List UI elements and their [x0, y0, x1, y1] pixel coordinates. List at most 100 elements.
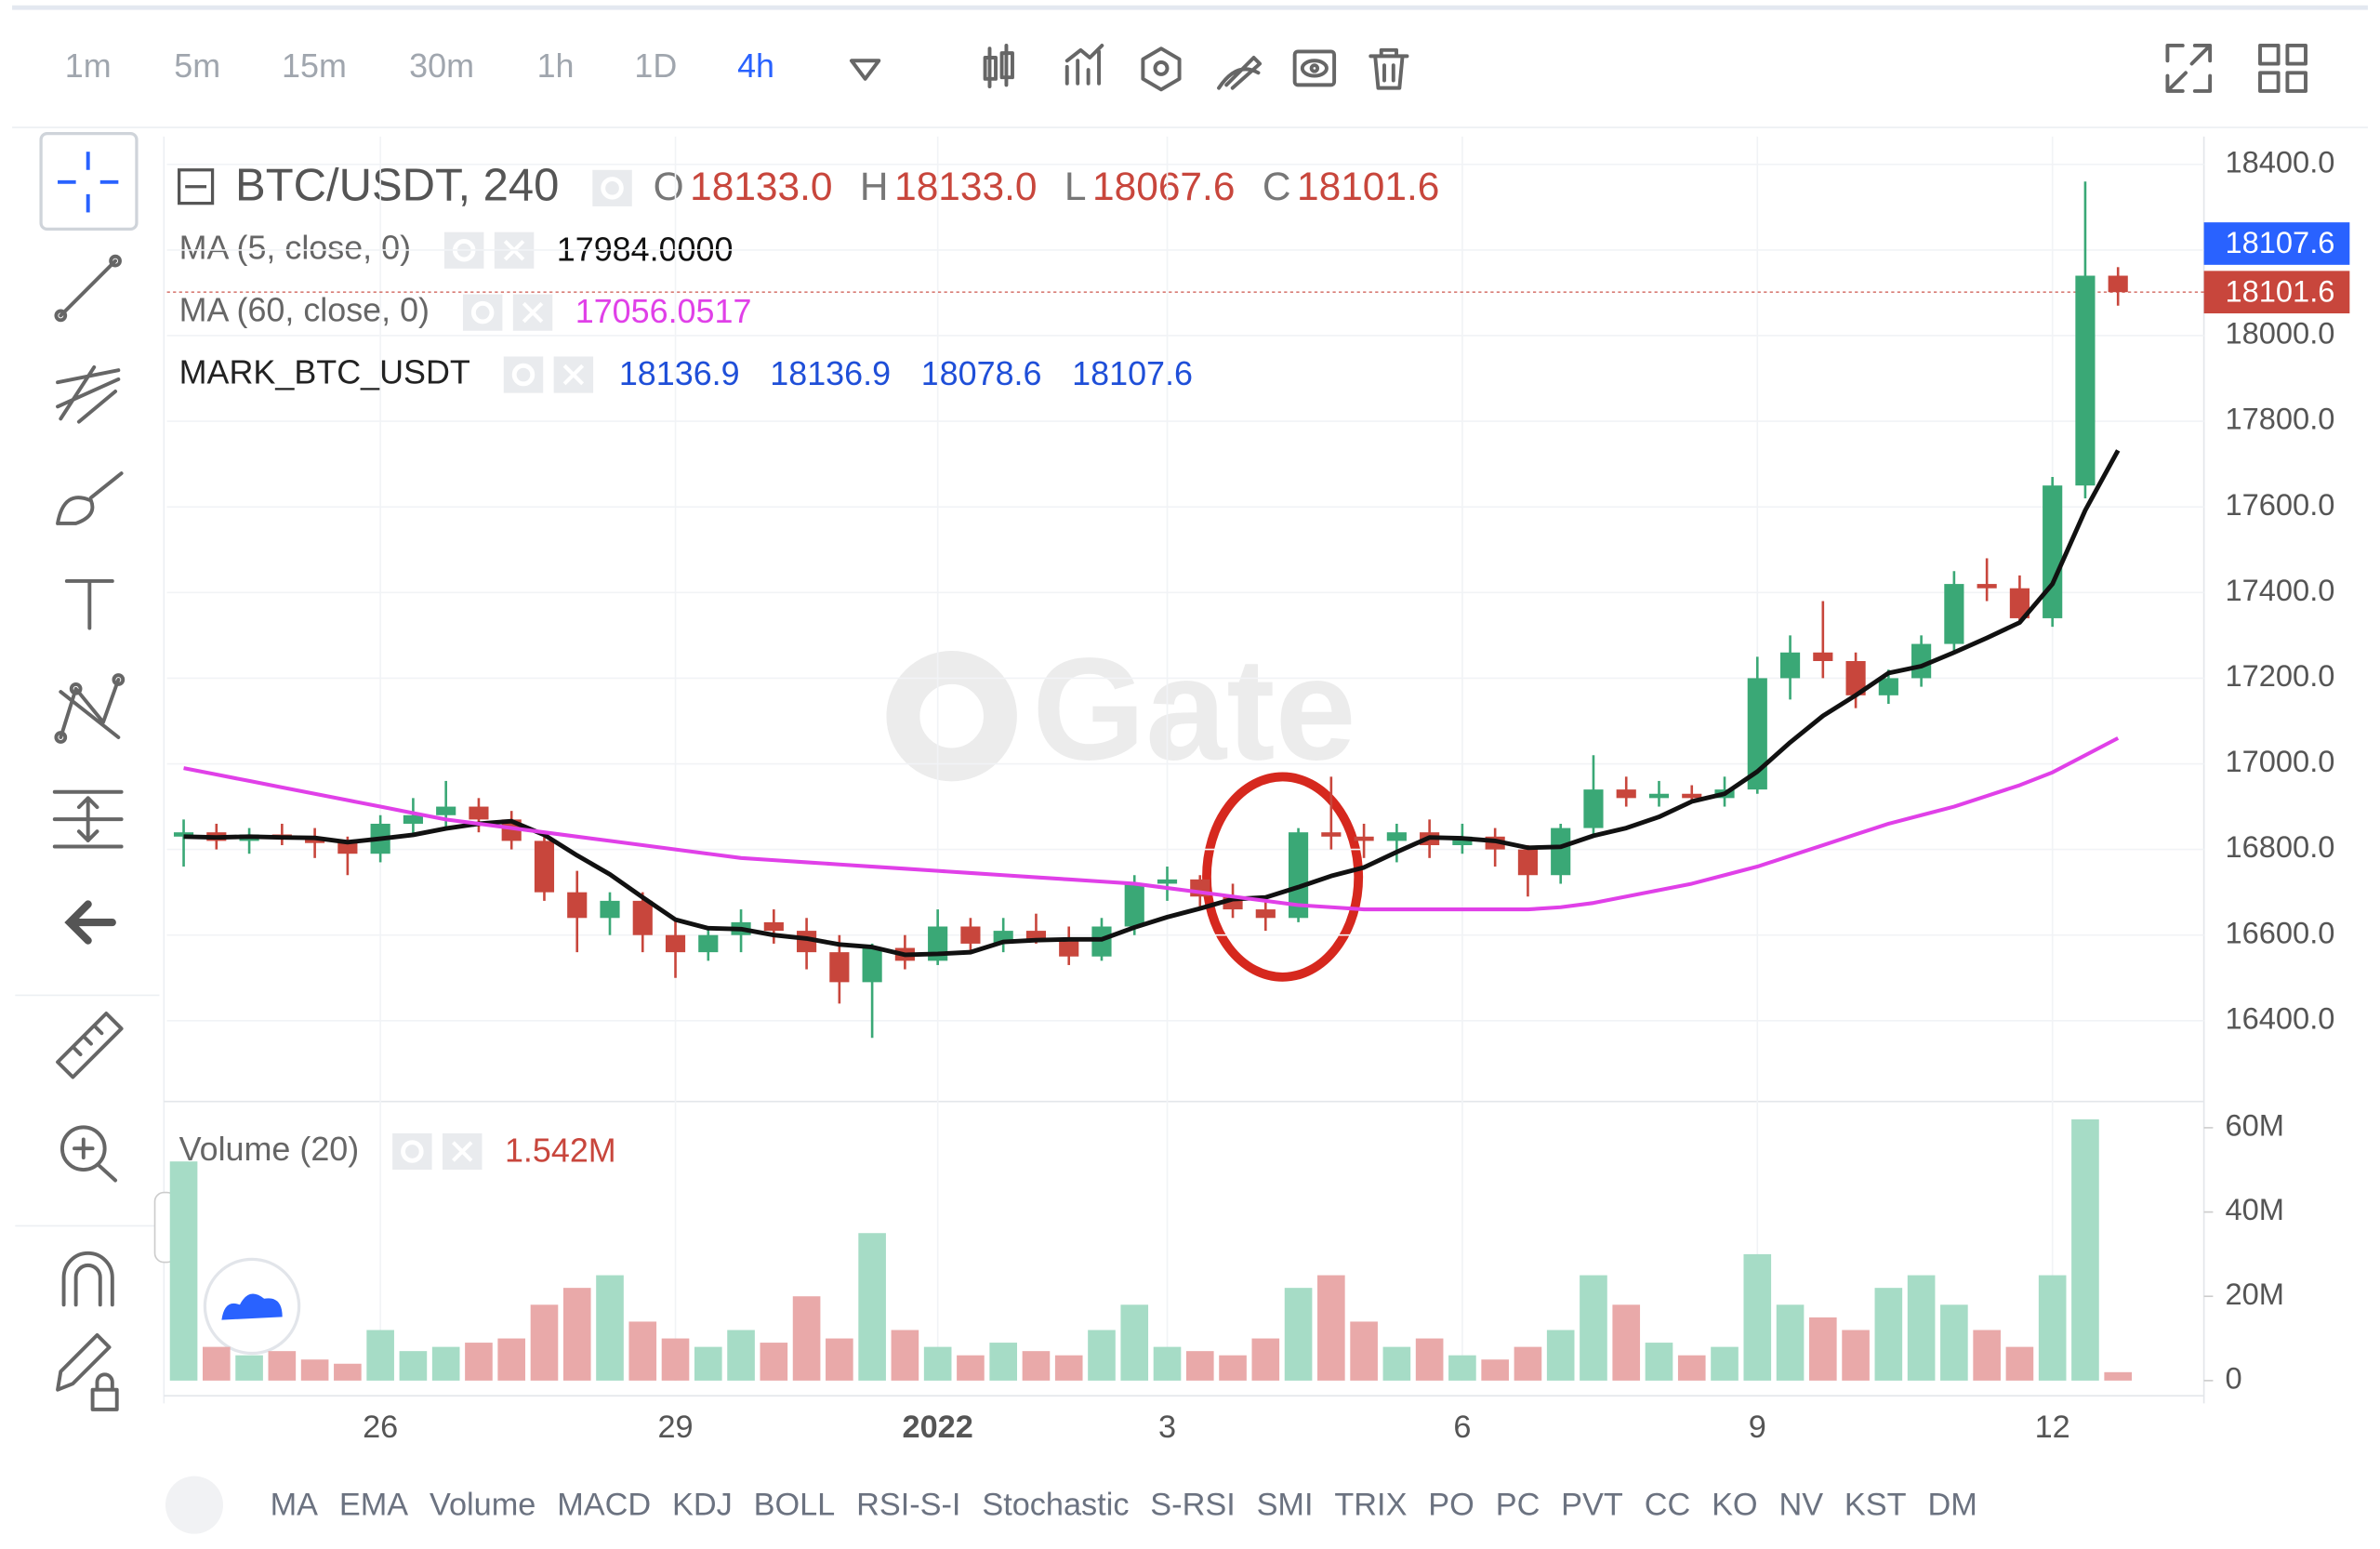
indicator-button[interactable]: DM — [1927, 1487, 1977, 1522]
pitchfork-tool[interactable] — [56, 364, 121, 424]
candle-body — [1255, 909, 1276, 919]
delete-icon[interactable] — [1368, 47, 1409, 90]
volume-bar — [858, 1233, 886, 1381]
candle-body — [1616, 789, 1636, 799]
indicator-button[interactable]: Volume — [430, 1487, 536, 1522]
ohlc-key: L — [1064, 165, 1087, 208]
volume-bar — [1711, 1346, 1739, 1381]
volume-bar — [1546, 1330, 1575, 1381]
indicator-button[interactable]: PVT — [1561, 1487, 1623, 1522]
indicator-button[interactable]: KO — [1712, 1487, 1758, 1522]
collapse-tool[interactable] — [64, 900, 116, 945]
remove-glyph — [522, 301, 544, 324]
indicator-scroll[interactable] — [165, 1476, 223, 1534]
candle-body — [1551, 827, 1571, 876]
indicator-button[interactable]: NV — [1778, 1487, 1823, 1522]
mark-value: 18078.6 — [921, 355, 1042, 392]
lock-draw-tool[interactable] — [56, 1332, 119, 1411]
brush-tool[interactable] — [56, 471, 124, 525]
volume-bar — [1743, 1253, 1772, 1381]
volume-bar — [1645, 1343, 1673, 1381]
ruler-tool[interactable] — [56, 1012, 124, 1079]
volume-bar — [1677, 1355, 1706, 1381]
fullscreen-icon[interactable] — [2165, 43, 2213, 93]
interval-button[interactable]: 1D — [634, 47, 677, 85]
magnet-tool[interactable] — [61, 1251, 114, 1307]
candle-body — [632, 900, 653, 935]
volume-bar — [2071, 1119, 2099, 1381]
candle-body — [1878, 678, 1898, 695]
volume-bar — [694, 1346, 722, 1381]
y-tick-label: 16600.0 — [2225, 915, 2334, 949]
indicator-button[interactable]: KDJ — [672, 1487, 733, 1522]
visibility-icon[interactable] — [1292, 49, 1337, 87]
trendline-tool[interactable] — [54, 254, 122, 323]
interval-button[interactable]: 15m — [282, 47, 347, 85]
zoom-tool[interactable] — [60, 1125, 118, 1183]
indicator-button[interactable]: KST — [1844, 1487, 1907, 1522]
y-tick-label: 60M — [2225, 1108, 2283, 1143]
y-tick-label: 20M — [2225, 1277, 2283, 1311]
volume-bar — [1776, 1304, 1805, 1381]
indicator-button[interactable]: TRIX — [1334, 1487, 1407, 1522]
volume-bar — [792, 1296, 821, 1381]
indicator-button[interactable]: MA — [271, 1487, 319, 1522]
settings-button[interactable] — [392, 1132, 432, 1171]
volume-bar — [1185, 1351, 1214, 1381]
volume-bar — [1054, 1355, 1083, 1381]
volume-bar — [268, 1351, 297, 1381]
interval-button[interactable]: 5m — [174, 47, 220, 85]
candle-body — [1813, 652, 1833, 661]
indicator-button[interactable]: BOLL — [754, 1487, 836, 1522]
interval-button[interactable]: 1h — [537, 47, 575, 85]
indicator-button[interactable]: RSI-S-I — [856, 1487, 960, 1522]
volume-bar — [334, 1363, 362, 1381]
crosshair-tool-frame[interactable] — [39, 131, 139, 232]
volume-bar — [1120, 1304, 1149, 1381]
settings-button[interactable] — [592, 169, 632, 206]
settings-glyph — [511, 363, 536, 387]
indicator-button[interactable]: PO — [1428, 1487, 1474, 1522]
indicator-button[interactable]: S-RSI — [1150, 1487, 1235, 1522]
interval-button[interactable]: 1m — [65, 47, 112, 85]
measure-tool[interactable] — [52, 789, 124, 849]
crosshair-tool[interactable] — [58, 152, 119, 213]
volume-bar — [596, 1275, 624, 1381]
legend-name: MARK_BTC_USDT — [179, 354, 470, 391]
volume-bar — [1842, 1330, 1870, 1381]
indicator-button[interactable]: Stochastic — [982, 1487, 1129, 1522]
indicator-button[interactable]: PC — [1496, 1487, 1540, 1522]
text-tool[interactable] — [64, 578, 114, 630]
candle-body — [1911, 643, 1932, 679]
indicators-icon[interactable] — [1064, 43, 1104, 86]
interval-dropdown[interactable] — [849, 59, 881, 81]
settings-button[interactable] — [462, 294, 503, 331]
candle-body — [1025, 931, 1047, 940]
pattern-tool[interactable] — [54, 673, 126, 744]
candle-body — [1779, 652, 1801, 679]
volume-bar — [1809, 1317, 1837, 1381]
price-badge — [2203, 222, 2350, 265]
ohlc-value: 18101.6 — [1297, 165, 1439, 208]
indicator-button[interactable]: MACD — [557, 1487, 651, 1522]
candle-body — [1682, 793, 1702, 799]
candle-body — [436, 806, 456, 815]
interval-button[interactable]: 30m — [409, 47, 474, 85]
candle-style-icon[interactable] — [983, 43, 1014, 88]
layout-icon[interactable] — [2258, 43, 2307, 93]
settings-icon[interactable] — [1141, 46, 1182, 92]
candle-body — [698, 934, 719, 953]
volume-bar — [497, 1338, 526, 1381]
indicator-button[interactable]: SMI — [1257, 1487, 1314, 1522]
remove-glyph — [452, 1141, 473, 1162]
collapse-legend[interactable] — [178, 168, 215, 205]
ohlc-value: 18133.0 — [690, 165, 832, 208]
indicator-button[interactable]: CC — [1645, 1487, 1691, 1522]
draw-icon[interactable] — [1217, 56, 1263, 90]
settings-button[interactable] — [503, 356, 544, 393]
volume-bar — [1088, 1330, 1116, 1381]
mark-value: 18107.6 — [1072, 355, 1193, 392]
interval-button[interactable]: 4h — [737, 47, 774, 85]
annotation-circle — [1202, 772, 1364, 982]
indicator-button[interactable]: EMA — [339, 1487, 408, 1522]
